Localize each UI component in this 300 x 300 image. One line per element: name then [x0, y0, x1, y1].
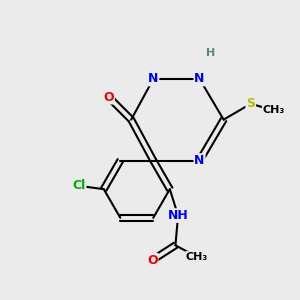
Text: N: N: [194, 73, 205, 85]
Text: O: O: [103, 91, 114, 104]
Text: O: O: [147, 254, 158, 267]
Text: CH₃: CH₃: [263, 105, 285, 116]
Text: N: N: [148, 73, 158, 85]
Text: H: H: [206, 48, 216, 58]
Text: N: N: [194, 154, 205, 167]
Text: Cl: Cl: [72, 179, 86, 192]
Text: NH: NH: [168, 209, 188, 222]
Text: S: S: [246, 97, 255, 110]
Text: CH₃: CH₃: [186, 252, 208, 262]
